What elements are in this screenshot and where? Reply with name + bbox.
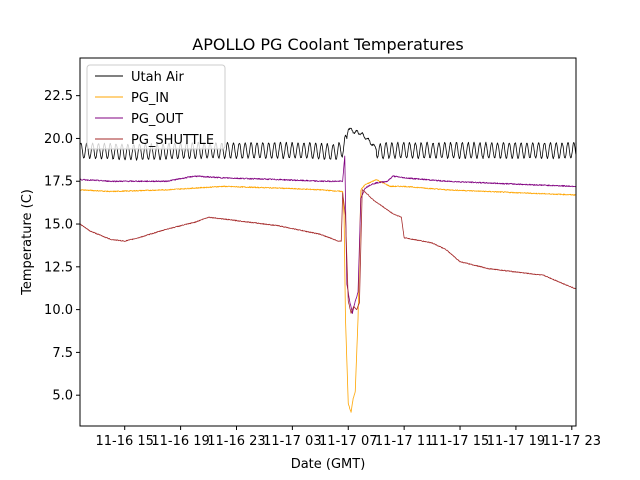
x-tick-label: 11-17 15 (431, 434, 489, 449)
series-line-pg-shuttle (80, 189, 576, 314)
y-tick-label: 7.5 (52, 346, 73, 361)
chart-title: APOLLO PG Coolant Temperatures (192, 35, 463, 54)
y-tick-label: 22.5 (44, 89, 73, 104)
y-tick-label: 15.0 (44, 218, 73, 233)
legend-label-pg-in: PG_IN (131, 91, 169, 106)
y-axis: 5.0 7.5 10.0 12.5 15.0 17.5 20.0 22.5 (44, 89, 80, 404)
y-tick-label: 17.5 (44, 175, 73, 190)
x-tick-label: 11-17 03 (263, 434, 321, 449)
legend-box (86, 64, 226, 150)
x-tick-label: 11-16 15 (95, 434, 153, 449)
series-line-pg-in (80, 179, 576, 413)
x-tick-label: 11-16 19 (151, 434, 209, 449)
y-tick-label: 10.0 (44, 303, 73, 318)
legend-label-pg-shuttle: PG_SHUTTLE (131, 133, 214, 148)
y-axis-label: Temperature (C) (20, 189, 35, 296)
series-line-pg-out (80, 155, 576, 314)
x-tick-label: 11-17 23 (543, 434, 601, 449)
x-tick-label: 11-17 07 (319, 434, 377, 449)
legend-label-pg-out: PG_OUT (131, 112, 183, 127)
y-tick-label: 12.5 (44, 260, 73, 275)
x-axis-label: Date (GMT) (291, 457, 366, 472)
y-tick-label: 20.0 (44, 132, 73, 147)
x-tick-label: 11-17 11 (375, 434, 433, 449)
y-tick-label: 5.0 (52, 389, 73, 404)
legend: Utah Air PG_IN PG_OUT PG_SHUTTLE (86, 64, 226, 150)
plot-frame (79, 57, 577, 427)
x-tick-label: 11-17 19 (487, 434, 545, 449)
x-tick-label: 11-16 23 (207, 434, 265, 449)
legend-label-utah-air: Utah Air (131, 70, 184, 85)
